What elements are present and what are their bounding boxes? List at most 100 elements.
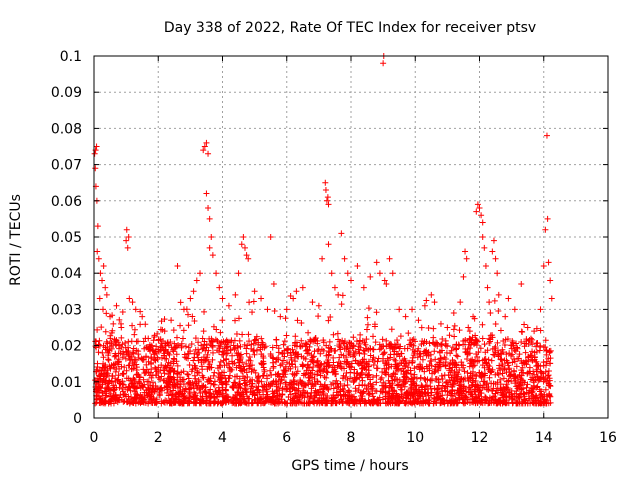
- data-point-marker: [488, 357, 495, 364]
- data-point-marker: [498, 362, 505, 369]
- data-point-marker: [133, 395, 140, 402]
- data-point-marker: [490, 380, 497, 387]
- data-point-marker: [131, 326, 138, 333]
- data-point-marker: [518, 328, 525, 335]
- data-point-marker: [359, 365, 366, 372]
- data-point-marker: [243, 360, 250, 367]
- data-point-marker: [131, 388, 138, 395]
- data-point-marker: [131, 331, 138, 338]
- data-point-marker: [548, 295, 555, 302]
- data-point-marker: [170, 355, 177, 362]
- data-point-marker: [426, 340, 433, 347]
- data-point-marker: [388, 392, 395, 399]
- data-point-marker: [293, 343, 300, 350]
- data-point-marker: [334, 330, 341, 337]
- data-point-marker: [263, 397, 270, 404]
- data-point-marker: [389, 377, 396, 384]
- data-point-marker: [330, 385, 337, 392]
- data-point-marker: [190, 385, 197, 392]
- data-point-marker: [288, 352, 295, 359]
- data-point-marker: [511, 306, 518, 313]
- data-point-marker: [544, 215, 551, 222]
- data-point-marker: [451, 333, 458, 340]
- data-point-marker: [499, 390, 506, 397]
- data-point-marker: [486, 395, 493, 402]
- data-point-marker: [409, 400, 416, 407]
- data-point-marker: [481, 372, 488, 379]
- data-point-marker: [487, 309, 494, 316]
- data-point-marker: [381, 277, 388, 284]
- data-point-marker: [239, 368, 246, 375]
- data-point-marker: [211, 369, 218, 376]
- data-point-marker: [414, 347, 421, 354]
- data-point-marker: [382, 399, 389, 406]
- data-point-marker: [273, 336, 280, 343]
- data-point-marker: [168, 317, 175, 324]
- data-point-marker: [373, 379, 380, 386]
- data-point-marker: [472, 399, 479, 406]
- data-point-marker: [341, 382, 348, 389]
- data-point-marker: [135, 351, 142, 358]
- data-point-marker: [141, 396, 148, 403]
- data-point-marker: [505, 400, 512, 407]
- data-point-marker: [193, 277, 200, 284]
- data-point-marker: [344, 270, 351, 277]
- data-point-marker: [367, 376, 374, 383]
- data-point-marker: [310, 359, 317, 366]
- data-point-marker: [332, 371, 339, 378]
- data-point-marker: [260, 364, 267, 371]
- data-point-marker: [192, 335, 199, 342]
- data-point-marker: [177, 381, 184, 388]
- data-point-marker: [500, 349, 507, 356]
- data-point-marker: [460, 396, 467, 403]
- data-point-marker: [357, 331, 364, 338]
- x-tick-label: 14: [535, 430, 553, 446]
- data-point-marker: [321, 373, 328, 380]
- data-point-marker: [183, 306, 190, 313]
- data-point-marker: [163, 355, 170, 362]
- data-point-marker: [302, 340, 309, 347]
- data-point-marker: [450, 326, 457, 333]
- data-point-marker: [141, 370, 148, 377]
- data-point-marker: [202, 399, 209, 406]
- data-point-marker: [264, 306, 271, 313]
- data-point-marker: [498, 356, 505, 363]
- data-point-marker: [92, 400, 99, 407]
- data-point-marker: [248, 399, 255, 406]
- data-point-marker: [351, 352, 358, 359]
- data-point-marker: [127, 356, 134, 363]
- data-point-marker: [307, 393, 314, 400]
- data-point-marker: [135, 378, 142, 385]
- data-point-marker: [314, 398, 321, 405]
- data-point-marker: [350, 398, 357, 405]
- data-point-marker: [100, 354, 107, 361]
- data-point-marker: [460, 362, 467, 369]
- data-point-marker: [394, 382, 401, 389]
- data-point-marker: [157, 347, 164, 354]
- data-point-marker: [202, 389, 209, 396]
- data-point-marker: [371, 323, 378, 330]
- data-point-marker: [102, 394, 109, 401]
- data-point-marker: [174, 371, 181, 378]
- data-point-marker: [271, 307, 278, 314]
- data-point-marker: [486, 365, 493, 372]
- data-point-marker: [112, 352, 119, 359]
- data-point-marker: [115, 356, 122, 363]
- data-point-marker: [473, 384, 480, 391]
- data-point-marker: [456, 327, 463, 334]
- data-point-marker: [292, 392, 299, 399]
- data-point-marker: [281, 374, 288, 381]
- data-point-marker: [191, 318, 198, 325]
- data-point-marker: [222, 399, 229, 406]
- data-point-marker: [544, 372, 551, 379]
- data-point-marker: [173, 351, 180, 358]
- data-point-marker: [480, 378, 487, 385]
- data-point-marker: [199, 366, 206, 373]
- data-point-marker: [195, 339, 202, 346]
- data-point-marker: [251, 288, 258, 295]
- data-point-marker: [494, 339, 501, 346]
- data-point-marker: [542, 226, 549, 233]
- data-point-marker: [339, 386, 346, 393]
- data-point-marker: [326, 338, 333, 345]
- data-point-marker: [269, 359, 276, 366]
